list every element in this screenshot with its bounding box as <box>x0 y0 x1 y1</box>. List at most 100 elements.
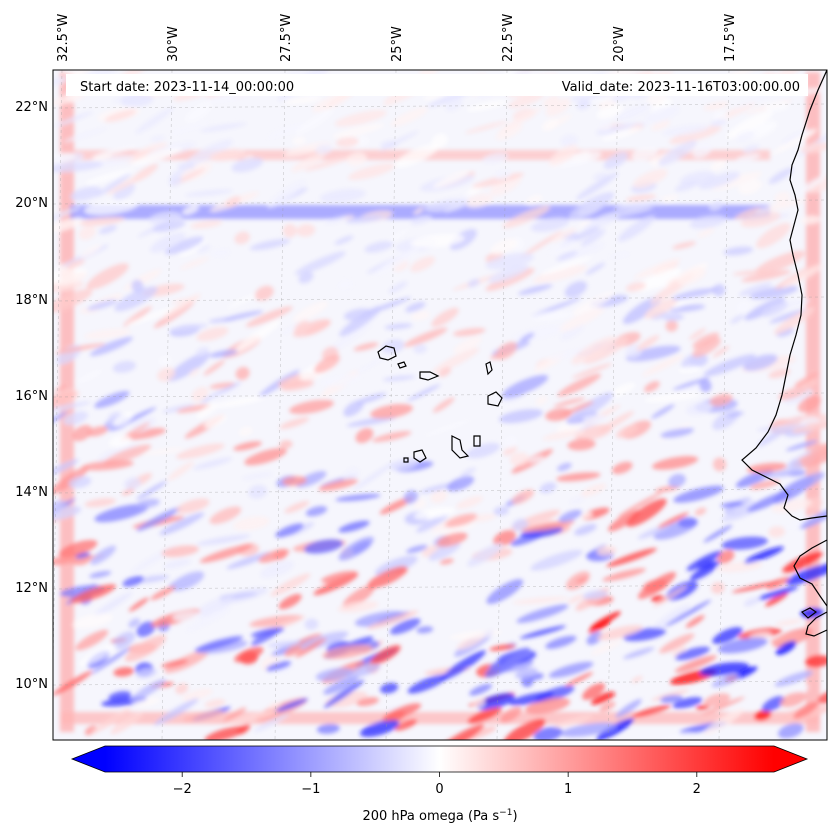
field-blob <box>413 207 424 215</box>
field-blob <box>556 251 578 261</box>
field-blob <box>678 517 698 528</box>
field-blob <box>353 342 379 351</box>
field-blob <box>227 293 258 309</box>
field-blob <box>677 267 706 285</box>
field-blob <box>136 480 168 500</box>
meridian-line <box>718 70 730 740</box>
lon-label: 20°W <box>612 26 627 62</box>
field-blob <box>89 570 112 579</box>
field-blob <box>747 490 791 512</box>
meridian-line <box>607 70 619 740</box>
field-blob <box>123 427 166 440</box>
field-blob <box>754 710 772 721</box>
senegal-coast <box>793 539 827 607</box>
field-blob <box>403 490 419 504</box>
field-blob <box>66 259 85 270</box>
map-frame <box>52 69 828 741</box>
field-blob <box>456 496 483 509</box>
field-blob <box>150 232 186 253</box>
field-blob <box>582 590 608 600</box>
field-blob <box>325 691 368 708</box>
start-date-label: Start date: 2023-11-14_00:00:00 <box>80 80 294 95</box>
field-blob <box>225 710 279 725</box>
field-blob <box>204 414 227 428</box>
island-sal <box>485 361 493 376</box>
field-blob <box>367 610 419 630</box>
field-blob <box>236 724 251 735</box>
field-blob <box>533 726 563 740</box>
field-blob <box>355 355 388 374</box>
africa-coastline <box>741 70 827 521</box>
field-blob <box>489 174 522 196</box>
field-blob <box>606 548 657 567</box>
field-blob <box>324 216 348 225</box>
field-blob <box>717 549 735 564</box>
field-blob <box>590 640 622 656</box>
field-blob <box>553 715 593 728</box>
field-blob <box>508 92 544 109</box>
field-blob <box>403 327 448 347</box>
colorbar-extend-min <box>72 746 105 772</box>
field-blob <box>743 354 778 371</box>
field-blob <box>549 144 578 167</box>
field-blob <box>571 363 613 379</box>
guinea-coast <box>805 611 827 637</box>
field-blob <box>596 104 624 119</box>
field-blob <box>345 215 384 224</box>
lon-label: 17.5°W <box>723 14 738 62</box>
field-blob <box>289 399 334 414</box>
field-blob <box>660 695 683 703</box>
field-blob <box>731 581 780 593</box>
field-blob <box>185 189 233 197</box>
field-blob <box>438 367 452 377</box>
field-blob <box>196 534 251 546</box>
field-blob <box>529 310 574 322</box>
field-blob <box>114 286 158 312</box>
field-blob <box>495 341 518 360</box>
field-blob <box>411 311 431 321</box>
field-blob <box>249 614 303 628</box>
field-blob <box>723 246 754 256</box>
field-blob <box>484 647 530 678</box>
field-blob <box>761 301 789 317</box>
field-blob <box>431 307 459 327</box>
field-blob <box>689 215 727 229</box>
lon-label: 27.5°W <box>279 14 294 62</box>
field-blob <box>323 675 359 695</box>
field-blob <box>428 542 461 561</box>
field-blob <box>58 271 88 287</box>
field-blob <box>126 306 180 326</box>
field-blob <box>79 644 117 667</box>
field-blob <box>703 354 756 377</box>
field-blob <box>312 91 352 113</box>
field-blob <box>225 196 241 208</box>
field-blob <box>223 707 247 722</box>
field-blob <box>196 402 218 419</box>
field-blob <box>104 109 137 123</box>
info-background <box>66 74 808 96</box>
field-blob <box>749 480 780 490</box>
field-blob <box>407 384 441 402</box>
field-blob <box>70 584 117 604</box>
field-blob <box>703 524 733 543</box>
field-blob <box>565 571 591 590</box>
field-blob <box>432 524 477 537</box>
field-blob <box>709 393 733 407</box>
field-blob <box>541 256 593 275</box>
field-blob <box>112 361 136 373</box>
field-blob <box>512 596 569 605</box>
field-blob <box>364 241 394 253</box>
field-blob <box>81 460 134 471</box>
field-blob <box>582 414 607 423</box>
field-blob <box>183 710 223 722</box>
colorbar-title-exp: −1 <box>499 808 512 818</box>
field-blob <box>805 654 827 668</box>
field-blob <box>196 327 229 342</box>
field-blob <box>370 403 413 419</box>
field-blob <box>585 262 606 275</box>
field-blob <box>548 151 602 169</box>
field-blob <box>136 498 160 509</box>
meridian-line <box>53 70 63 690</box>
field-blob <box>617 491 663 518</box>
